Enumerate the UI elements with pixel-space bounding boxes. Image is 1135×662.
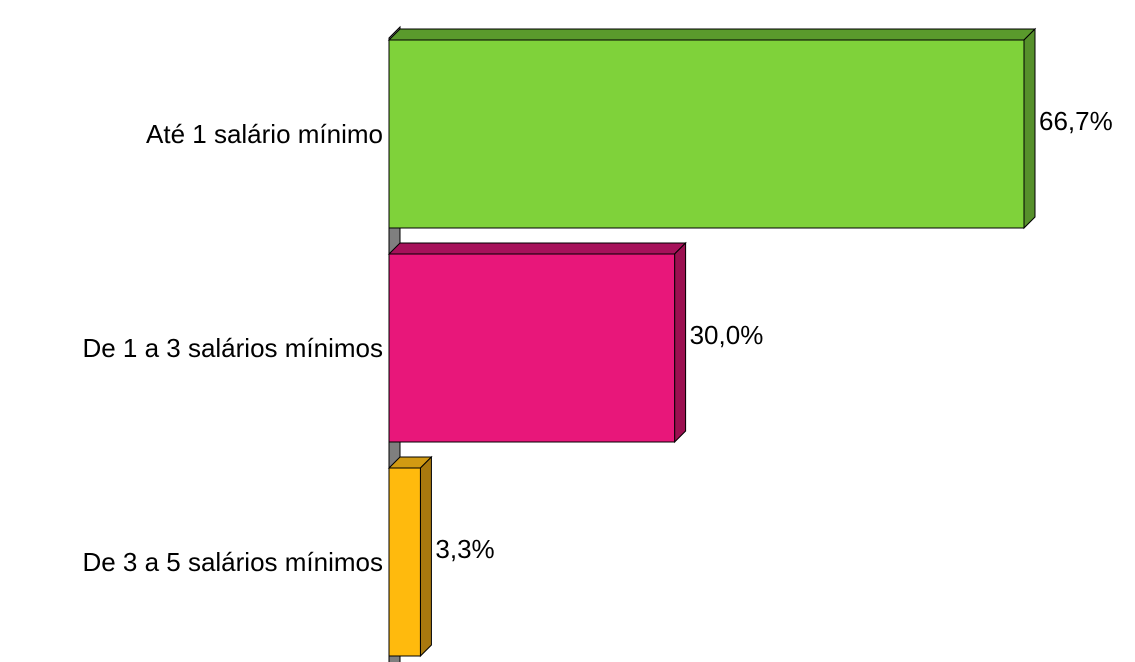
category-label: De 1 a 3 salários mínimos xyxy=(82,333,383,363)
bar-side-face xyxy=(419,455,432,658)
bar-top-face xyxy=(387,242,687,255)
bar-2 xyxy=(387,241,687,444)
bar-front-face xyxy=(388,253,676,443)
category-label: Até 1 salário mínimo xyxy=(146,119,383,149)
bar-front-face xyxy=(388,467,421,657)
data-label: 3,3% xyxy=(435,534,494,564)
bar-3 xyxy=(387,455,433,658)
data-label: 66,7% xyxy=(1039,106,1113,136)
bar-1 xyxy=(387,27,1037,230)
bar-side-face xyxy=(1023,27,1036,230)
bars xyxy=(387,27,1037,658)
category-label: De 3 a 5 salários mínimos xyxy=(82,547,383,577)
bar-top-face xyxy=(387,28,1037,41)
bar-front-face xyxy=(388,39,1025,229)
bar-side-face xyxy=(674,241,687,444)
data-label: 30,0% xyxy=(690,320,764,350)
labels: Até 1 salário mínimo 66,7% De 1 a 3 salári… xyxy=(82,106,1112,577)
